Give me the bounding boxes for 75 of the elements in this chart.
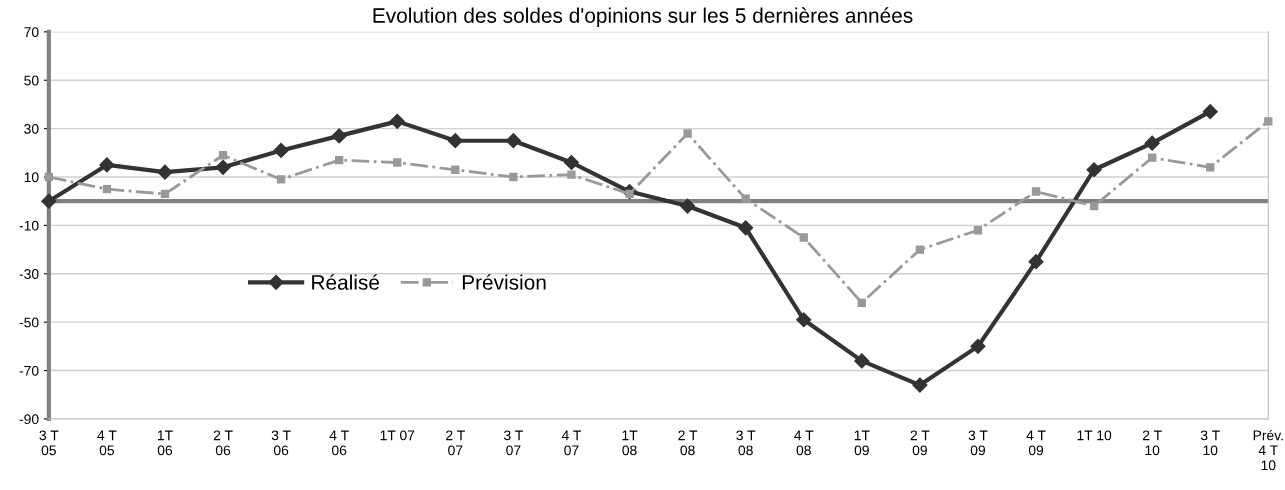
- point: [509, 172, 518, 182]
- x-tick-label: 2 T 06: [213, 430, 233, 456]
- point: [796, 312, 812, 328]
- point: [389, 113, 405, 129]
- legend-label: Prévision: [462, 274, 546, 290]
- x-tick-label: 1T 06: [157, 430, 173, 456]
- x-tick-label: 3 T 06: [271, 430, 291, 456]
- point: [741, 194, 750, 203]
- point: [1028, 254, 1044, 270]
- point: [44, 172, 53, 182]
- chart-title: Evolution des soldes d'opinions sur les 5 dernières années: [373, 7, 913, 28]
- point: [1031, 187, 1041, 196]
- point: [447, 133, 463, 149]
- point: [738, 220, 754, 236]
- point: [799, 233, 808, 242]
- point: [335, 155, 344, 165]
- y-tick-label: 10: [24, 172, 39, 183]
- point: [160, 189, 170, 199]
- x-tick-label: 4 T 05: [97, 430, 117, 456]
- point: [102, 184, 112, 194]
- x-tick-label: 2 T 08: [678, 430, 698, 456]
- y-tick-label: 70: [24, 27, 39, 38]
- point: [1089, 201, 1099, 211]
- point: [41, 193, 57, 209]
- point: [157, 164, 173, 180]
- point: [1086, 162, 1102, 178]
- y-tick-label: -10: [19, 220, 39, 231]
- y-tick-label: 30: [24, 123, 39, 134]
- x-tick-label: 3 T 07: [504, 430, 523, 456]
- x-tick-label: 2 T 09: [910, 430, 930, 456]
- x-tick-label: 3 T 09: [968, 430, 988, 456]
- point: [915, 245, 925, 254]
- point: [1264, 117, 1273, 126]
- legend-label: Réalisé: [312, 274, 380, 290]
- x-tick-label: 3 T 05: [39, 430, 59, 456]
- point: [393, 158, 402, 167]
- point: [99, 157, 115, 173]
- point: [215, 159, 231, 175]
- point: [1144, 135, 1160, 151]
- x-tick-label: 3 T 10: [1200, 430, 1220, 456]
- point: [273, 142, 289, 158]
- point: [218, 151, 228, 160]
- point: [276, 175, 286, 184]
- point: [683, 129, 692, 138]
- x-tick-label: 1T 08: [622, 430, 638, 456]
- x-tick-label: Prév. 4 T 10: [1253, 429, 1283, 471]
- point: [451, 165, 460, 174]
- point: [505, 133, 521, 149]
- y-tick-label: -50: [19, 317, 39, 328]
- x-tick-label: 2 T 07: [446, 430, 465, 456]
- x-tick-label: 3 T 08: [736, 430, 756, 456]
- x-tick-label: 1T 09: [854, 430, 870, 456]
- point: [1147, 153, 1157, 162]
- point: [567, 170, 576, 179]
- point: [970, 338, 986, 354]
- y-tick-label: 50: [24, 75, 39, 86]
- x-tick-label: 4 T 07: [561, 430, 582, 456]
- x-tick-label: 1T 07: [380, 430, 415, 441]
- point: [563, 154, 580, 171]
- point: [1202, 104, 1218, 120]
- x-tick-label: 2 T 10: [1142, 430, 1162, 456]
- x-tick-label: 4 T 08: [794, 430, 814, 456]
- point: [1206, 163, 1215, 172]
- y-tick-label: -70: [19, 365, 39, 376]
- x-tick-label: 4 T 06: [329, 430, 349, 456]
- y-tick-label: -90: [19, 414, 39, 425]
- point: [973, 226, 983, 235]
- x-tick-label: 1T 10: [1077, 430, 1112, 441]
- point: [857, 298, 866, 307]
- point: [912, 377, 928, 393]
- point: [854, 353, 870, 369]
- x-tick-label: 4 T 09: [1026, 430, 1046, 456]
- point: [680, 198, 696, 214]
- y-tick-label: -30: [19, 269, 39, 279]
- point: [331, 128, 347, 144]
